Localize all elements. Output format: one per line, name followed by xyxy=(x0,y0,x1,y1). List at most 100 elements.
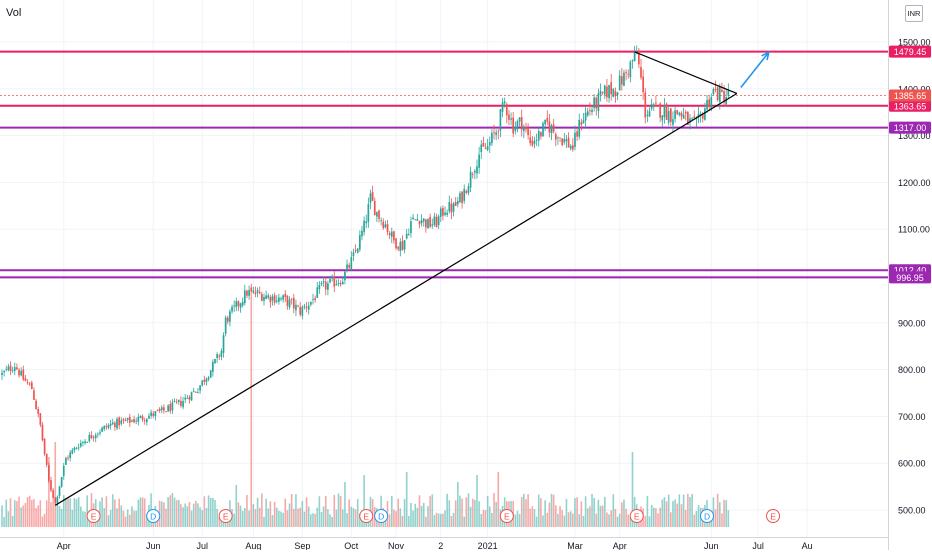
candle-body xyxy=(254,292,257,295)
volume-bar xyxy=(437,513,440,527)
volume-bar xyxy=(563,515,566,527)
candle-body xyxy=(218,355,221,357)
candle-body xyxy=(18,369,20,376)
volume-bar xyxy=(529,508,532,527)
candle-body xyxy=(194,391,197,393)
volume-bar xyxy=(254,509,257,527)
volume-bar xyxy=(427,506,429,527)
candle-body xyxy=(727,90,730,96)
candle-body xyxy=(367,203,370,222)
candle-body xyxy=(137,416,140,422)
volume-bar xyxy=(84,511,86,527)
candle-body xyxy=(250,288,253,291)
volume-bar xyxy=(488,506,491,527)
candle-body xyxy=(550,125,553,134)
candle-body xyxy=(22,369,25,380)
candle-body xyxy=(154,411,157,417)
forecast-arrow xyxy=(740,51,770,88)
candle-body xyxy=(450,203,453,213)
earnings-marker[interactable] xyxy=(766,509,781,523)
earnings-marker[interactable] xyxy=(359,509,374,523)
marker-label: E xyxy=(504,512,510,522)
volume-bar xyxy=(24,503,27,527)
dividend-marker[interactable] xyxy=(146,509,161,523)
candle-body xyxy=(177,399,180,402)
volume-bar xyxy=(318,496,321,527)
candle-body xyxy=(284,293,287,298)
earnings-marker[interactable] xyxy=(629,509,644,523)
candle-body xyxy=(226,317,229,322)
candle-body xyxy=(152,413,155,416)
candle-body xyxy=(576,131,578,137)
volume-bar xyxy=(542,515,544,527)
candle-body xyxy=(203,379,206,382)
candle-body xyxy=(646,114,649,116)
volume-bar xyxy=(397,498,399,527)
dividend-marker[interactable] xyxy=(700,509,715,523)
candle-body xyxy=(644,92,647,118)
candle-body xyxy=(723,91,725,103)
earnings-marker[interactable] xyxy=(86,509,101,523)
earnings-marker[interactable] xyxy=(218,509,233,523)
currency-button[interactable]: INR xyxy=(905,5,923,22)
candle-body xyxy=(246,290,248,296)
candle-body xyxy=(352,252,355,257)
volume-bar xyxy=(495,501,497,527)
volume-bar xyxy=(359,513,361,527)
candle-body xyxy=(606,86,608,98)
volume-bar xyxy=(697,505,700,527)
candle-body xyxy=(452,203,455,212)
volume-bar xyxy=(535,516,538,527)
volume-bar xyxy=(631,452,634,527)
candle-body xyxy=(329,279,331,283)
candle-body xyxy=(597,93,600,111)
candle-body xyxy=(258,292,261,294)
candle-body xyxy=(616,92,619,95)
candle-body xyxy=(9,365,12,371)
candle-body xyxy=(390,231,393,237)
volume-bar xyxy=(324,495,327,527)
volume-bar xyxy=(425,516,427,527)
volume-bar xyxy=(105,496,108,527)
volume-bar xyxy=(175,500,178,527)
volume-bar xyxy=(69,498,71,527)
marker-label: D xyxy=(704,512,710,522)
volume-bar xyxy=(120,505,123,527)
candle-body xyxy=(333,276,336,287)
volume-bar xyxy=(561,510,563,527)
candle-body xyxy=(346,264,348,271)
volume-bar xyxy=(652,507,655,527)
candle-body xyxy=(631,60,634,61)
dividend-marker[interactable] xyxy=(374,509,389,523)
candle-body xyxy=(90,435,93,438)
volume-bar xyxy=(544,500,546,527)
volume-bar xyxy=(672,501,674,527)
earnings-marker[interactable] xyxy=(499,509,514,523)
volume-bar xyxy=(322,506,325,527)
candle-body xyxy=(431,224,434,227)
time-tick-label: 2 xyxy=(438,541,443,550)
candle-body xyxy=(514,126,517,131)
volume-bar xyxy=(293,508,295,527)
volume-bar xyxy=(484,510,487,527)
candle-body xyxy=(484,147,487,149)
time-tick-label: Jun xyxy=(704,541,719,550)
candle-body xyxy=(199,385,201,391)
candle-body xyxy=(188,397,191,400)
candle-body xyxy=(518,117,521,122)
candle-body xyxy=(510,118,512,120)
volume-bar xyxy=(280,511,282,527)
candle-body xyxy=(335,284,338,286)
candle-body xyxy=(60,476,63,487)
volume-bar xyxy=(623,499,625,527)
time-tick-label: Jul xyxy=(196,541,208,550)
candle-body xyxy=(99,432,101,434)
candle-body xyxy=(691,118,693,120)
volume-bar xyxy=(525,499,527,527)
price-tick-label: 600.00 xyxy=(898,459,926,469)
candle-body xyxy=(552,124,555,132)
volume-bar xyxy=(141,497,144,527)
volume-bar xyxy=(689,497,691,527)
volume-bar xyxy=(667,494,670,527)
